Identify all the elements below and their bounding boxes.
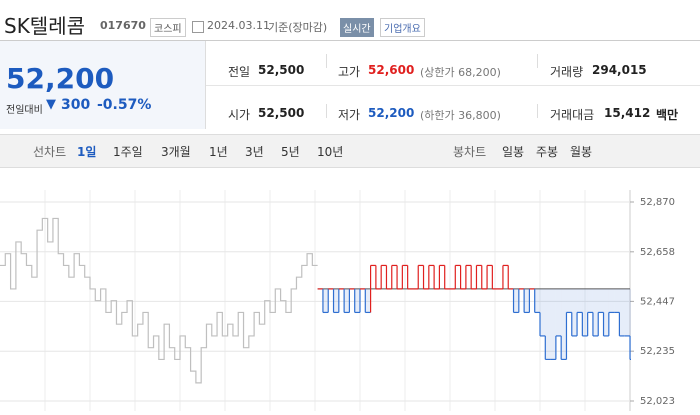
stat-note: (하한가 36,800): [420, 109, 501, 122]
change-arrow: ▼: [46, 97, 56, 112]
row-divider: [206, 85, 700, 86]
realtime-badge[interactable]: 실시간: [340, 18, 374, 37]
down-area: [365, 288, 371, 313]
company-button[interactable]: 기업개요: [380, 18, 425, 37]
down-area: [603, 288, 609, 336]
down-area: [598, 288, 604, 313]
change: 300: [61, 97, 91, 113]
calendar-icon: [192, 21, 204, 33]
y-tick-label: 52,235: [640, 346, 675, 357]
down-area: [587, 288, 593, 313]
stat-value: 294,015: [592, 63, 647, 77]
candle-tab[interactable]: 주봉: [536, 145, 559, 159]
stat-label: 저가: [338, 108, 361, 122]
y-tick-label: 52,023: [640, 396, 675, 407]
status: 기준(장마감): [268, 21, 328, 34]
y-tick-label: 52,658: [640, 247, 675, 258]
stock-name: SK텔레콤: [4, 14, 86, 38]
period-tab[interactable]: 1일: [77, 145, 97, 159]
down-area: [592, 288, 599, 336]
period-tab[interactable]: 1년: [209, 145, 228, 159]
down-area: [333, 288, 339, 313]
stat-label: 거래량: [550, 65, 584, 79]
stat-label: 전일: [228, 65, 251, 79]
change-label: 전일대비: [6, 105, 43, 116]
stat-label: 고가: [338, 65, 361, 79]
candle-tab[interactable]: 일봉: [502, 145, 525, 159]
down-area: [555, 288, 562, 336]
price-panel: [0, 41, 206, 129]
sep: [326, 104, 327, 118]
down-area: [561, 288, 567, 360]
date: 2024.03.11: [207, 19, 270, 32]
down-area: [354, 288, 360, 313]
down-area: [619, 288, 625, 336]
stock-code: 017670: [100, 19, 146, 32]
down-area: [571, 288, 578, 336]
stat-note: (상한가 68,200): [420, 66, 501, 79]
sep: [537, 54, 538, 68]
period-tab[interactable]: 1주일: [113, 145, 143, 159]
sep: [537, 104, 538, 118]
down-area: [608, 288, 615, 313]
stat-value: 52,600: [368, 63, 415, 77]
current-price: 52,200: [6, 62, 115, 95]
stat-value: 52,500: [258, 63, 305, 77]
down-area: [524, 288, 530, 313]
down-area: [624, 288, 630, 336]
candle-tab[interactable]: 월봉: [570, 145, 593, 159]
stat-value: 52,200: [368, 106, 415, 120]
stat-label: 시가: [228, 108, 251, 122]
tab-bar: [0, 134, 700, 168]
down-area: [344, 288, 350, 313]
period-tab[interactable]: 3년: [245, 145, 264, 159]
chart: 52,023 52,235 52,447 52,658 52,870: [0, 190, 675, 411]
stat-value: 15,412: [604, 106, 651, 120]
period-tab[interactable]: 10년: [317, 145, 344, 159]
down-area: [630, 288, 631, 360]
y-tick-label: 52,870: [640, 197, 675, 208]
down-area: [582, 288, 588, 336]
down-area: [545, 288, 551, 360]
down-area: [614, 288, 620, 313]
change-rate: -0.57%: [97, 97, 152, 113]
period-tab[interactable]: 5년: [281, 145, 300, 159]
down-area: [513, 288, 519, 313]
divider: [0, 40, 700, 41]
down-area: [322, 288, 329, 313]
sep: [326, 54, 327, 68]
period-tab[interactable]: 3개월: [161, 145, 191, 159]
down-area: [550, 288, 556, 360]
stat-unit: 백만: [656, 108, 679, 122]
price-line-prev: [0, 217, 318, 384]
down-area: [540, 288, 546, 336]
stat-label: 거래대금: [550, 108, 595, 122]
candle-chart-label: 봉차트: [453, 145, 487, 159]
down-area: [577, 288, 583, 313]
line-chart-label: 선차트: [33, 145, 67, 159]
market-badge: 코스피: [150, 18, 186, 37]
stat-value: 52,500: [258, 106, 305, 120]
down-area: [566, 288, 572, 313]
down-area: [534, 288, 540, 313]
y-tick-label: 52,447: [640, 296, 675, 307]
